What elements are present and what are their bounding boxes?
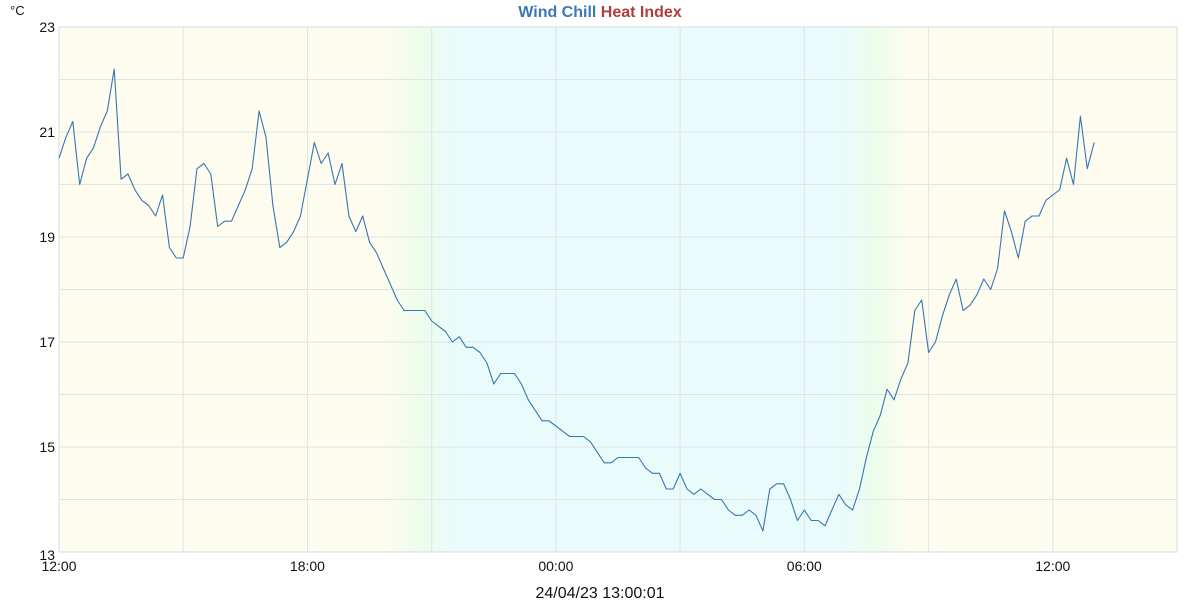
title-wind-chill: Wind Chill <box>518 4 596 21</box>
x-tick-label: 12:00 <box>1035 558 1070 574</box>
x-axis-ticks: 12:00 18:00 00:00 06:00 12:00 <box>41 558 1070 574</box>
plot-border <box>58 26 1178 553</box>
y-tick-label: 21 <box>39 124 55 140</box>
y-unit-label: °C <box>10 3 25 18</box>
x-tick-label: 18:00 <box>290 558 325 574</box>
series-line <box>58 68 1095 532</box>
y-axis-ticks: 13 15 17 19 21 23 <box>39 19 55 563</box>
y-tick-label: 13 <box>39 547 55 563</box>
timestamp: 24/04/23 13:00:01 <box>535 585 664 600</box>
x-tick-label: 06:00 <box>787 558 822 574</box>
x-tick-label: 12:00 <box>41 558 76 574</box>
chart-title: Wind Chill Heat Index <box>518 4 682 21</box>
y-tick-label: 23 <box>39 19 55 35</box>
x-tick-label: 00:00 <box>538 558 573 574</box>
y-tick-label: 19 <box>39 229 55 245</box>
title-heat-index: Heat Index <box>601 4 682 21</box>
grid <box>59 27 1177 552</box>
y-tick-label: 17 <box>39 334 55 350</box>
y-tick-label: 15 <box>39 439 55 455</box>
